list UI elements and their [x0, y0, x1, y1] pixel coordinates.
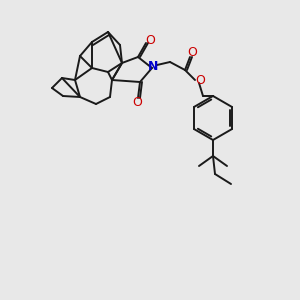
- Text: O: O: [145, 34, 155, 46]
- Text: O: O: [195, 74, 205, 86]
- Text: O: O: [132, 97, 142, 110]
- Text: O: O: [187, 46, 197, 59]
- Text: N: N: [148, 61, 158, 74]
